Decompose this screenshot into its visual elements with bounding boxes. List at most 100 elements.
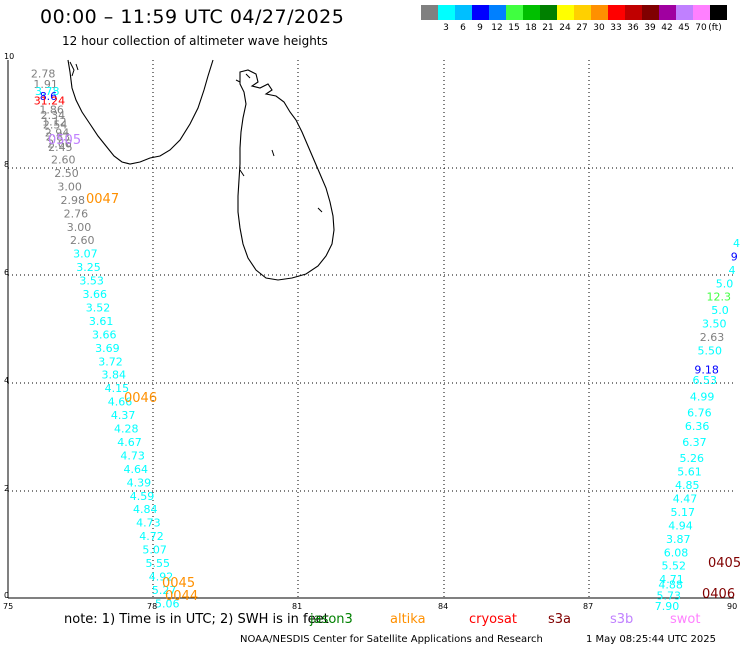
track-value-label: 3.50 (702, 318, 727, 331)
legend-label: 6 (460, 23, 466, 33)
satellite-label-s3b: s3b (610, 612, 634, 627)
legend-label: 12 (491, 23, 503, 33)
legend-label: 18 (525, 23, 537, 33)
track-value-label: 4.88 (658, 579, 683, 592)
track-value-label: 4.73 (136, 517, 161, 530)
india-coast-islands (69, 61, 79, 77)
track-value-label: 4.99 (690, 390, 715, 403)
track-value-label: 4.84 (133, 503, 158, 516)
track-value-label: 5.55 (146, 557, 171, 570)
legend-label: 45 (678, 23, 690, 33)
track-value-label: 3.84 (101, 369, 126, 382)
legend-swatch (710, 5, 727, 20)
track-value-label: 6.53 (693, 374, 718, 387)
legend-label: 24 (559, 23, 571, 33)
track-value-label: 2.54 (43, 119, 68, 132)
track-value-label: 3.00 (57, 180, 82, 193)
track-time-label: 0045 (162, 576, 195, 591)
legend-swatch (557, 5, 574, 20)
track-value-label: 3.87 (666, 533, 691, 546)
track-value-label: 5.07 (142, 544, 167, 557)
x-tick-label: 90 (727, 602, 738, 611)
track-value-label: 8.6 (40, 90, 58, 103)
legend-swatch (608, 5, 625, 20)
east-track: 4945.012.35.03.502.635.509.186.534.996.7… (655, 237, 740, 613)
legend-swatch (438, 5, 455, 20)
legend-swatch (591, 5, 608, 20)
track-value-label: 5.52 (662, 560, 687, 573)
credit-line: NOAA/NESDIS Center for Satellite Applica… (240, 634, 543, 645)
generated-timestamp: 1 May 08:25:44 UTC 2025 (586, 634, 716, 645)
y-tick-label: 4 (4, 376, 10, 385)
y-tick-label: 0 (4, 591, 10, 600)
legend-label: 3 (443, 23, 449, 33)
track-value-label: 5.17 (671, 506, 696, 519)
satellite-label-cryosat: cryosat (469, 612, 517, 627)
chart-title: 00:00 – 11:59 UTC 04/27/2025 (40, 6, 345, 28)
track-value-label: 2.45 (48, 141, 73, 154)
legend-label: 9 (477, 23, 483, 33)
legend-unit: (ft) (708, 23, 722, 33)
track-value-label: 9.18 (694, 363, 719, 376)
legend-swatch (625, 5, 642, 20)
y-tick-label: 8 (4, 160, 10, 169)
track-value-label: 5.50 (698, 345, 723, 358)
track-value-label: 4.37 (111, 409, 136, 422)
y-tick-label: 6 (4, 268, 10, 277)
track-value-label: 4.73 (120, 449, 145, 462)
y-tick-label: 2 (4, 484, 10, 493)
track-value-label: 2.63 (700, 331, 725, 344)
satellite-label-swot: swot (670, 612, 701, 627)
x-tick-label: 81 (292, 602, 303, 611)
track-value-label: 4.71 (659, 573, 684, 586)
x-tick-label: 87 (583, 602, 594, 611)
track-value-label: 6.76 (687, 406, 712, 419)
satellite-label-s3a: s3a (548, 612, 572, 627)
west-track: 2.781.913.788.631.241.862.341.122.542.94… (31, 67, 180, 610)
track-value-label: 2.98 (61, 194, 86, 207)
track-value-label: 3.61 (89, 315, 114, 328)
track-value-label: 7.90 (655, 600, 680, 613)
track-value-label: 5.0 (711, 304, 729, 317)
x-tick-label: 84 (438, 602, 449, 611)
track-time-label: 0505 (48, 133, 81, 148)
legend-swatch (472, 5, 489, 20)
track-value-label: 1.86 (39, 103, 64, 116)
track-value-label: 3.52 (86, 301, 111, 314)
legend-swatch (523, 5, 540, 20)
track-value-label: 4.67 (117, 436, 142, 449)
legend-swatch (489, 5, 506, 20)
legend-swatch (693, 5, 710, 20)
track-value-label: 2.60 (70, 234, 95, 247)
track-value-label: 6.37 (682, 436, 707, 449)
track-value-label: 5.27 (152, 584, 177, 597)
legend-swatch (506, 5, 523, 20)
track-value-label: 5.06 (155, 597, 180, 610)
track-value-label: 6.08 (664, 546, 689, 559)
track-value-label: 3.69 (95, 342, 120, 355)
track-value-label: 1.12 (42, 115, 67, 128)
satellite-label-altika: altika (390, 612, 426, 627)
track-value-label: 3.78 (35, 85, 60, 98)
legend-label: 15 (508, 23, 520, 33)
track-time-label: 0047 (86, 192, 119, 207)
track-value-label: 2.83 (46, 130, 71, 143)
legend-label: 33 (610, 23, 622, 33)
track-value-label: 2.60 (51, 154, 76, 167)
sri-lanka-outline (237, 69, 335, 281)
track-value-label: 5.0 (716, 277, 734, 290)
legend-label: 27 (576, 23, 588, 33)
chart-subtitle: 12 hour collection of altimeter wave hei… (62, 34, 328, 48)
legend-swatch (540, 5, 557, 20)
legend-swatch (642, 5, 659, 20)
track-value-label: 4.28 (114, 423, 139, 436)
legend-label: 30 (593, 23, 605, 33)
track-value-label: 4.47 (673, 492, 698, 505)
track-value-label: 4.59 (130, 490, 155, 503)
track-value-label: 3.00 (67, 221, 92, 234)
track-value-label: 4.72 (139, 530, 164, 543)
india-coastline (67, 59, 214, 165)
track-time-label: 0046 (124, 391, 157, 406)
legend-label: 70 (695, 23, 707, 33)
